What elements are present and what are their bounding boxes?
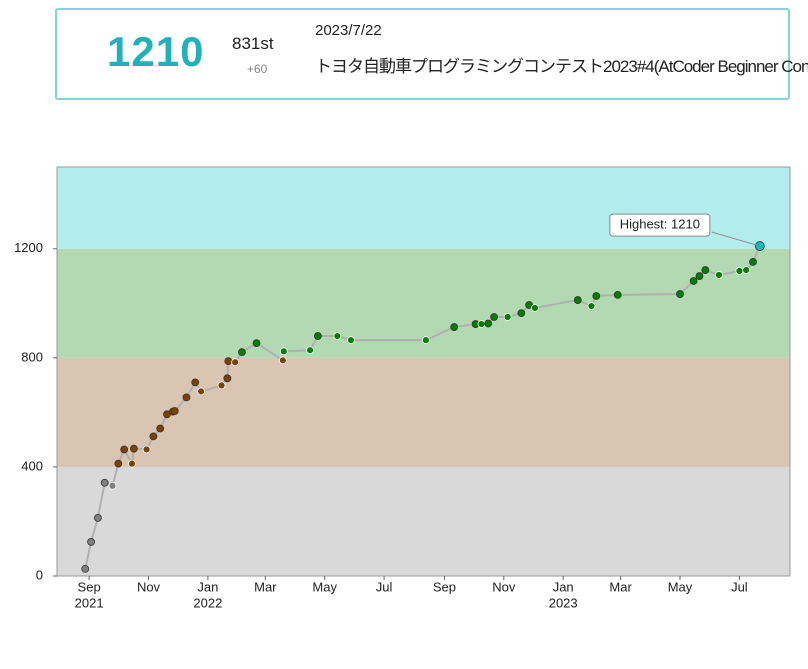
contest-name: トヨタ自動車プログラミングコンテスト2023#4(AtCoder Beginne…: [315, 57, 808, 76]
rating-point: [223, 374, 232, 383]
y-tick-label: 800: [21, 349, 43, 364]
x-tick-year: 2022: [193, 595, 222, 610]
rating-point: [224, 357, 233, 366]
rating-point: [695, 272, 704, 280]
x-tick-year: 2023: [549, 595, 578, 610]
x-tick-label: Jan: [553, 579, 574, 594]
x-tick-label: Nov: [137, 579, 161, 594]
x-tick-label: Sep: [78, 579, 101, 594]
x-tick-label: Sep: [433, 579, 456, 594]
rating-point: [701, 266, 710, 274]
rating-point: [170, 407, 179, 415]
contest-date: 2023/7/22: [315, 22, 382, 39]
rating-point: [130, 444, 138, 453]
rating-point: [422, 336, 430, 345]
rating-point: [484, 319, 493, 328]
x-tick-label: Mar: [609, 579, 632, 594]
rating: 1210: [107, 28, 205, 75]
rating-point: [450, 323, 459, 331]
rating-point: [182, 393, 191, 402]
rating-point: [587, 302, 596, 310]
x-tick-label: Jan: [197, 579, 218, 594]
x-tick-label: Nov: [492, 579, 516, 594]
rating-diff: +60: [247, 62, 268, 76]
rating-band: [57, 357, 790, 467]
rating-point: [477, 320, 486, 328]
x-tick-label: Jul: [731, 579, 748, 594]
annotation-box: [609, 213, 711, 237]
rating-band: [57, 466, 790, 576]
rating-point: [735, 266, 744, 275]
rating-point: [613, 290, 622, 299]
rating-point: [149, 432, 158, 441]
rating-point: [191, 378, 200, 387]
rating-point: [279, 347, 288, 356]
rating-point: [347, 336, 355, 345]
rating-point: [742, 266, 751, 274]
rank: 831st: [232, 34, 274, 53]
annotation-leader: [711, 231, 760, 247]
rating-point: [503, 313, 512, 321]
contest-card: 1210 831st +60 2023/7/22 トヨタ自動車プログラミングコン…: [55, 8, 808, 100]
rating-point: [573, 296, 582, 304]
rating-point: [313, 332, 322, 340]
rating-point: [715, 271, 723, 279]
rating-point: [114, 459, 123, 468]
rating-point: [120, 445, 129, 454]
rating-point: [531, 304, 539, 312]
rating-point: [689, 277, 698, 285]
page: 1210 831st +60 2023/7/22 トヨタ自動車プログラミングコン…: [14, 8, 808, 611]
rating-point: [676, 290, 684, 298]
y-tick-label: 400: [21, 458, 43, 473]
rating-point: [142, 445, 151, 454]
y-tick-label: 0: [36, 567, 43, 582]
rating-point: [238, 348, 246, 357]
rating-point: [278, 356, 287, 365]
rating-point: [197, 387, 205, 396]
y-tick-label: 1200: [14, 240, 43, 255]
rating-point: [231, 358, 240, 367]
rating-point: [93, 514, 102, 522]
rating-point: [156, 424, 165, 433]
rating-point: [306, 346, 314, 355]
rating-point: [108, 481, 117, 490]
rating-point: [517, 309, 526, 318]
x-tick-label: May: [668, 579, 693, 594]
x-tick-label: May: [312, 579, 337, 594]
rating-point: [490, 313, 498, 321]
annotation: Highest: 1210: [620, 217, 700, 232]
x-tick-label: Jul: [376, 579, 393, 594]
rating-point: [217, 381, 226, 390]
rating-point: [87, 538, 95, 546]
rating-point: [252, 339, 261, 348]
rating-point: [592, 292, 601, 300]
x-tick-year: 2021: [75, 595, 104, 610]
rating-point: [333, 332, 342, 340]
x-tick-label: Mar: [254, 579, 277, 594]
rating-point: [128, 459, 136, 468]
rating-point: [81, 565, 90, 573]
rating-point: [749, 257, 757, 266]
rating-point: [100, 478, 109, 487]
